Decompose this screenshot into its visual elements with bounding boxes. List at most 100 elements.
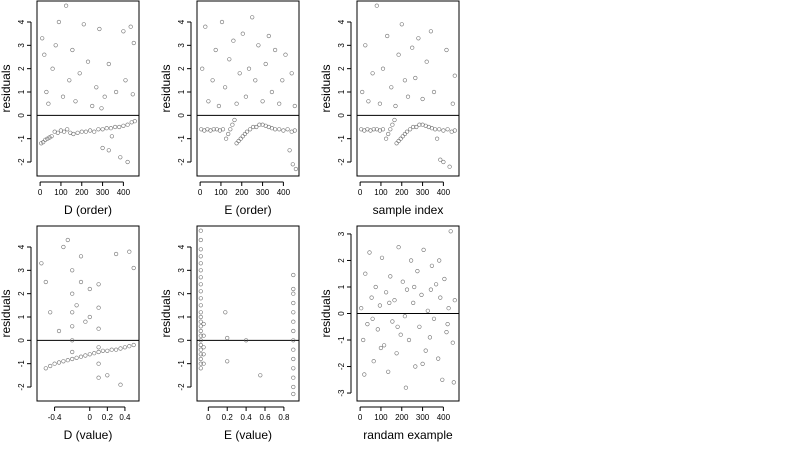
- data-point: [56, 328, 62, 334]
- data-point: [291, 300, 296, 306]
- x-tick-label: -0.4: [48, 413, 62, 422]
- x-tick-label: 400: [277, 188, 291, 197]
- y-tick-label: -1: [17, 135, 26, 143]
- data-point: [87, 352, 92, 357]
- data-point: [396, 52, 401, 57]
- data-point: [384, 290, 389, 295]
- data-point: [109, 347, 114, 352]
- data-point: [198, 282, 203, 287]
- data-point: [74, 355, 79, 360]
- data-point: [361, 337, 366, 343]
- data-point: [121, 123, 126, 128]
- data-point: [287, 148, 292, 153]
- y-axis-title: residuals: [159, 289, 173, 337]
- data-point: [48, 363, 53, 369]
- data-point: [242, 131, 247, 137]
- x-tick-label: 300: [256, 188, 270, 197]
- data-point: [253, 78, 258, 83]
- y-tick-label: 4: [17, 244, 26, 249]
- data-point: [230, 122, 235, 127]
- data-point: [118, 382, 123, 387]
- data-point: [201, 345, 206, 350]
- data-point: [75, 130, 80, 135]
- data-point: [451, 380, 456, 385]
- data-point: [411, 300, 416, 306]
- y-tick-label: 2: [177, 66, 186, 71]
- data-point: [452, 73, 457, 78]
- y-tick-label: 3: [337, 43, 346, 48]
- data-point: [400, 279, 405, 284]
- data-point: [113, 251, 119, 257]
- data-point: [403, 385, 409, 390]
- data-point: [445, 127, 450, 132]
- data-point: [404, 129, 410, 134]
- data-point: [198, 310, 203, 315]
- data-point: [223, 310, 228, 315]
- y-tick-label: -2: [177, 158, 186, 166]
- data-point: [198, 342, 203, 348]
- data-point: [50, 66, 55, 71]
- data-point: [389, 85, 394, 90]
- panel-random-example: 0 100 200 300 400 -3 -2 -1 0 1 2 3 randam example res…: [319, 225, 460, 442]
- data-point: [198, 268, 203, 273]
- y-axis-title: residuals: [319, 289, 333, 337]
- x-tick-label: 0: [358, 413, 363, 422]
- data-point: [60, 94, 66, 99]
- data-point: [436, 356, 441, 361]
- data-point: [232, 117, 237, 123]
- data-point: [281, 128, 286, 133]
- data-point: [106, 61, 111, 67]
- x-tick-label: 100: [54, 188, 68, 197]
- data-point: [49, 134, 54, 139]
- data-point: [90, 103, 95, 109]
- data-point: [63, 3, 69, 8]
- data-point: [67, 78, 72, 83]
- data-point: [236, 138, 241, 144]
- data-point: [428, 29, 434, 34]
- data-point: [226, 131, 231, 137]
- data-point: [237, 71, 242, 76]
- data-point: [92, 129, 97, 134]
- y-tick-label: 3: [17, 268, 26, 273]
- data-point: [74, 303, 79, 308]
- x-axis-title: D (value): [64, 428, 113, 442]
- data-point: [128, 24, 133, 29]
- y-tick-label: 0: [177, 113, 186, 118]
- data-point: [254, 124, 259, 130]
- data-point: [413, 75, 418, 81]
- data-point: [65, 358, 70, 363]
- x-axis-title: D (order): [64, 203, 112, 217]
- data-point: [125, 159, 130, 165]
- data-point: [96, 345, 101, 350]
- data-point: [438, 295, 443, 300]
- data-point: [395, 324, 400, 329]
- x-tick-label: 400: [437, 413, 451, 422]
- x-tick-label: 100: [214, 188, 228, 197]
- x-tick-label: 300: [416, 413, 430, 422]
- data-point: [198, 314, 203, 320]
- data-point: [291, 347, 296, 352]
- data-point: [452, 128, 457, 133]
- data-point: [375, 327, 380, 332]
- data-point: [105, 348, 110, 353]
- y-tick-label: 3: [337, 231, 346, 236]
- data-point: [198, 328, 203, 334]
- data-point: [388, 274, 393, 279]
- x-tick-label: 0.8: [278, 413, 290, 422]
- x-tick-label: 200: [395, 413, 409, 422]
- data-point: [365, 322, 370, 327]
- data-point: [447, 164, 452, 169]
- data-point: [47, 135, 52, 140]
- plot-frame: [36, 225, 140, 402]
- data-point: [201, 361, 206, 366]
- data-point: [61, 129, 67, 134]
- panel-d-value: -0.4 0 0.2 0.4 -2 -1 0 1 2 3 4 D (value) residuals: [0, 225, 140, 442]
- data-point: [96, 326, 101, 331]
- data-point: [77, 71, 82, 76]
- data-point: [370, 71, 375, 76]
- data-point: [251, 124, 256, 130]
- data-point: [377, 303, 383, 308]
- data-point: [92, 351, 97, 356]
- data-point: [438, 157, 443, 162]
- data-point: [291, 310, 296, 315]
